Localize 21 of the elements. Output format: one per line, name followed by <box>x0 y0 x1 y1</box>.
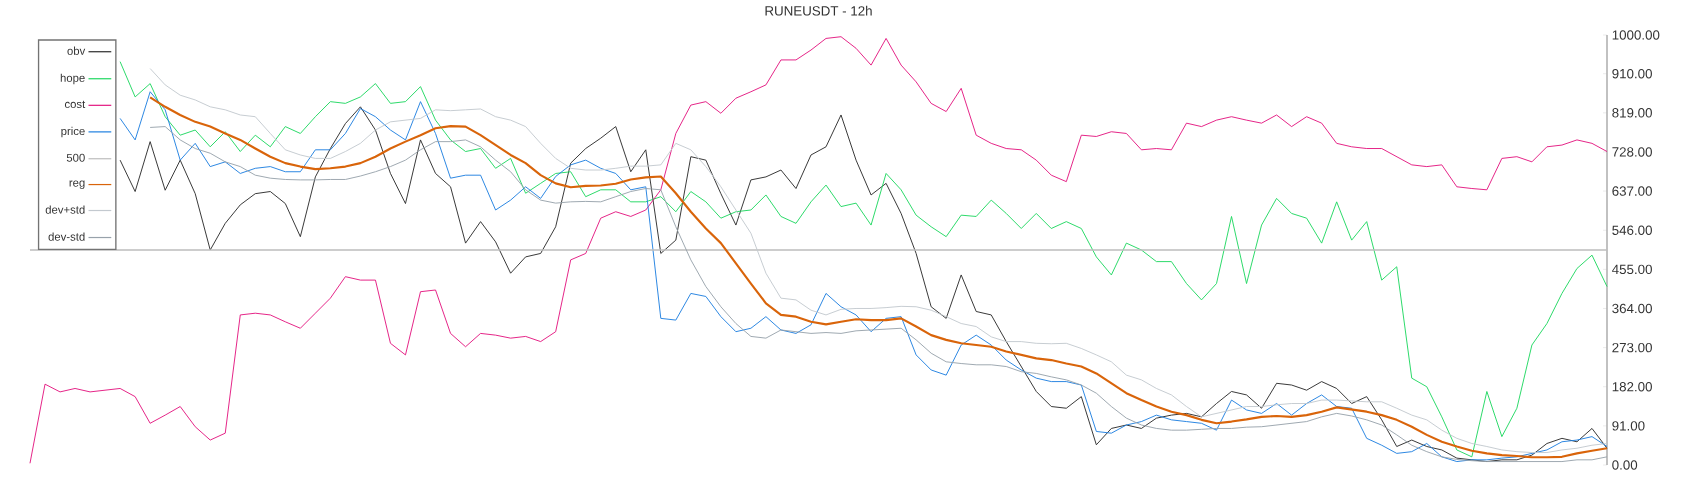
legend-label: dev-std <box>48 232 85 241</box>
legend-label: hope <box>60 73 85 85</box>
legend-label: dev+std <box>45 205 85 214</box>
y-tick-label: 910.00 <box>1612 68 1652 79</box>
legend-label: price <box>61 126 85 138</box>
legend-label: cost <box>64 100 86 109</box>
y-tick-label: 637.00 <box>1612 186 1652 196</box>
y-tick-label: 728.00 <box>1612 147 1652 157</box>
y-tick-label: 364.00 <box>1612 303 1652 314</box>
y-tick-label: 0.00 <box>1612 460 1638 470</box>
y-tick-label: 1000.00 <box>1612 30 1660 40</box>
y-tick-label: 91.00 <box>1612 421 1645 431</box>
y-tick-label: 182.00 <box>1612 382 1652 392</box>
y-tick-label: 455.00 <box>1612 264 1652 275</box>
y-tick-label: 273.00 <box>1612 342 1652 353</box>
chart-title: RUNEUSDT - 12h <box>765 5 872 16</box>
legend-label: obv <box>67 46 86 55</box>
y-tick-label: 819.00 <box>1612 108 1652 118</box>
legend-label: 500 <box>66 153 85 162</box>
y-tick-label: 546.00 <box>1612 225 1652 235</box>
legend-label: reg <box>69 180 85 189</box>
